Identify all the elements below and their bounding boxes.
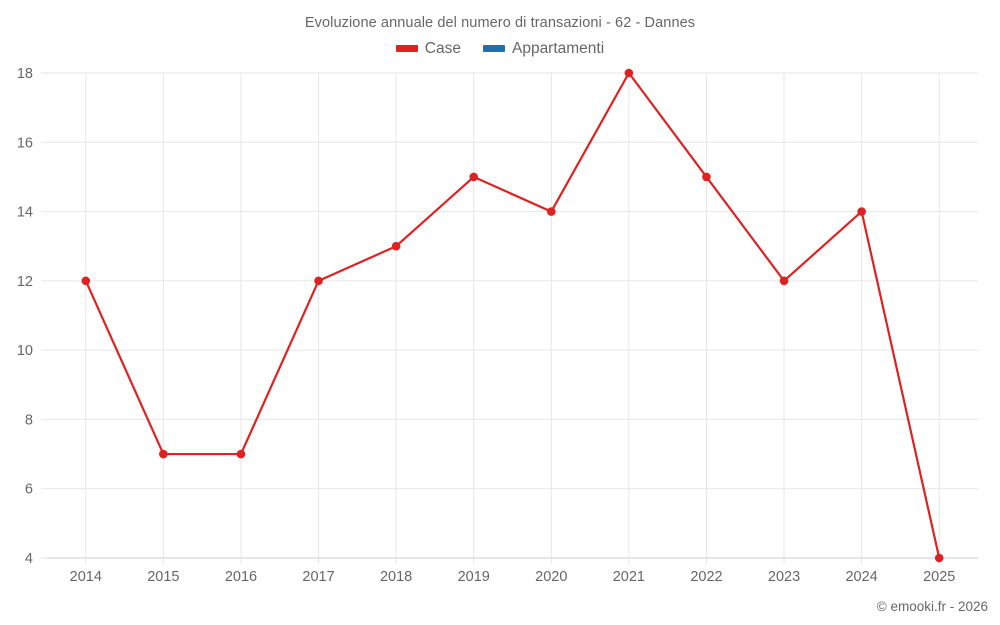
y-tick-label: 14 — [17, 205, 33, 221]
legend-swatch-case — [395, 45, 418, 53]
data-point[interactable] — [857, 207, 866, 216]
x-tick-label: 2024 — [845, 569, 877, 585]
y-tick-label: 18 — [17, 66, 33, 82]
x-tick-label: 2022 — [690, 569, 722, 585]
data-point[interactable] — [469, 172, 479, 182]
x-tick-label: 2025 — [923, 569, 955, 585]
legend-label-case: Case — [424, 40, 461, 57]
data-point[interactable] — [159, 449, 168, 459]
y-tick-label: 16 — [17, 135, 33, 151]
data-point[interactable] — [779, 276, 789, 286]
data-point[interactable] — [624, 68, 634, 78]
x-tick-label: 2016 — [225, 569, 257, 585]
series-path — [84, 71, 941, 560]
data-point[interactable] — [702, 172, 711, 182]
copyright-credit: © emooki.fr - 2026 — [876, 599, 988, 614]
x-tick-label: 2015 — [147, 569, 179, 585]
x-tick-labels: 2014 2015 2016 2017 2018 2019 2020 2021 2022 2023… — [70, 569, 956, 585]
legend-item-case[interactable]: Case — [395, 40, 461, 57]
chart-legend: Case Appartamenti — [0, 41, 1000, 57]
legend-label-appartamenti: Appartamenti — [511, 40, 605, 57]
data-point[interactable] — [314, 276, 323, 286]
x-tick-label: 2017 — [302, 569, 334, 585]
y-tick-label: 8 — [25, 412, 33, 428]
x-tick-label: 2020 — [535, 569, 567, 585]
y-tick-label: 12 — [17, 274, 33, 290]
y-tick-labels: 4 6 8 10 12 14 16 18 — [17, 66, 47, 567]
data-point[interactable] — [236, 449, 246, 459]
x-gridlines — [85, 73, 940, 558]
y-tick-label: 10 — [17, 343, 33, 359]
data-point[interactable] — [391, 241, 401, 251]
series-markers-case — [81, 68, 944, 563]
legend-swatch-appartamenti — [482, 45, 505, 53]
data-point[interactable] — [546, 207, 556, 216]
y-gridlines — [47, 72, 978, 559]
chart-title: Evoluzione annuale del numero di transaz… — [304, 15, 696, 31]
legend-item-appartamenti[interactable]: Appartamenti — [482, 40, 605, 57]
x-tick-label: 2023 — [768, 569, 800, 585]
x-tick-label: 2018 — [380, 569, 412, 585]
y-tick-label: 4 — [25, 551, 33, 567]
y-tick-label: 6 — [25, 482, 33, 498]
x-tick-label: 2014 — [70, 569, 102, 585]
series-line-case — [84, 71, 941, 560]
x-tick-label: 2019 — [458, 569, 490, 585]
data-point[interactable] — [934, 553, 944, 563]
data-point[interactable] — [81, 276, 91, 286]
x-tick-marks — [85, 558, 940, 564]
x-tick-label: 2021 — [613, 569, 645, 585]
